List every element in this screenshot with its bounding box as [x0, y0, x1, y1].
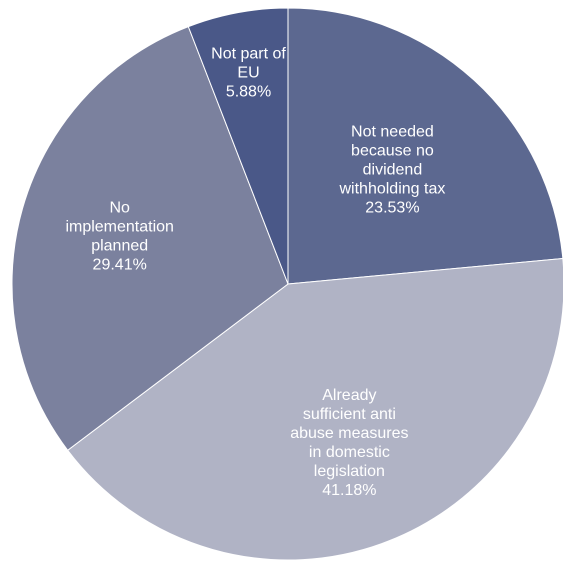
slice-category-label-line: because no — [351, 142, 434, 159]
slice-category-label-line: EU — [237, 65, 259, 82]
slice-label-1: Not needed because no dividend withholding … — [339, 123, 446, 216]
slice-category-label-line: legislation — [314, 463, 385, 480]
slice-label-4: Not part of EU 5.88% — [211, 46, 286, 101]
slice-category-label-line: sufficient anti — [303, 406, 396, 423]
pie-slice-1 — [287, 7, 563, 285]
slice-category-label-line: in domestic — [309, 444, 390, 461]
slice-label-3: No implementation planned 29.41% — [65, 200, 174, 274]
slice-category-label-line: planned — [91, 238, 148, 255]
labels-layer: Not needed because no dividend withholding … — [65, 46, 445, 499]
pie-slice-4 — [187, 7, 289, 285]
slice-category-label-line: dividend — [363, 161, 423, 178]
slice-label-2: Already sufficient anti abuse measures in d… — [290, 387, 408, 499]
slice-category-label-line: Already — [322, 387, 376, 404]
slice-category-label-line: Not part of — [211, 46, 286, 63]
pie-slice-3 — [11, 25, 289, 451]
slice-category-label-line: No — [109, 200, 130, 217]
slices-layer — [11, 7, 563, 561]
slice-category-label-line: withholding tax — [339, 180, 446, 197]
slice-category-label-line: Not needed — [351, 123, 434, 140]
pie-slice-2 — [67, 258, 563, 561]
slice-value-label: 5.88% — [226, 84, 271, 101]
slice-category-label-line: abuse measures — [290, 425, 408, 442]
slice-value-label: 23.53% — [365, 199, 419, 216]
slice-category-label-line: implementation — [65, 219, 174, 236]
slice-value-label: 29.41% — [93, 257, 147, 274]
slice-value-label: 41.18% — [322, 482, 376, 499]
